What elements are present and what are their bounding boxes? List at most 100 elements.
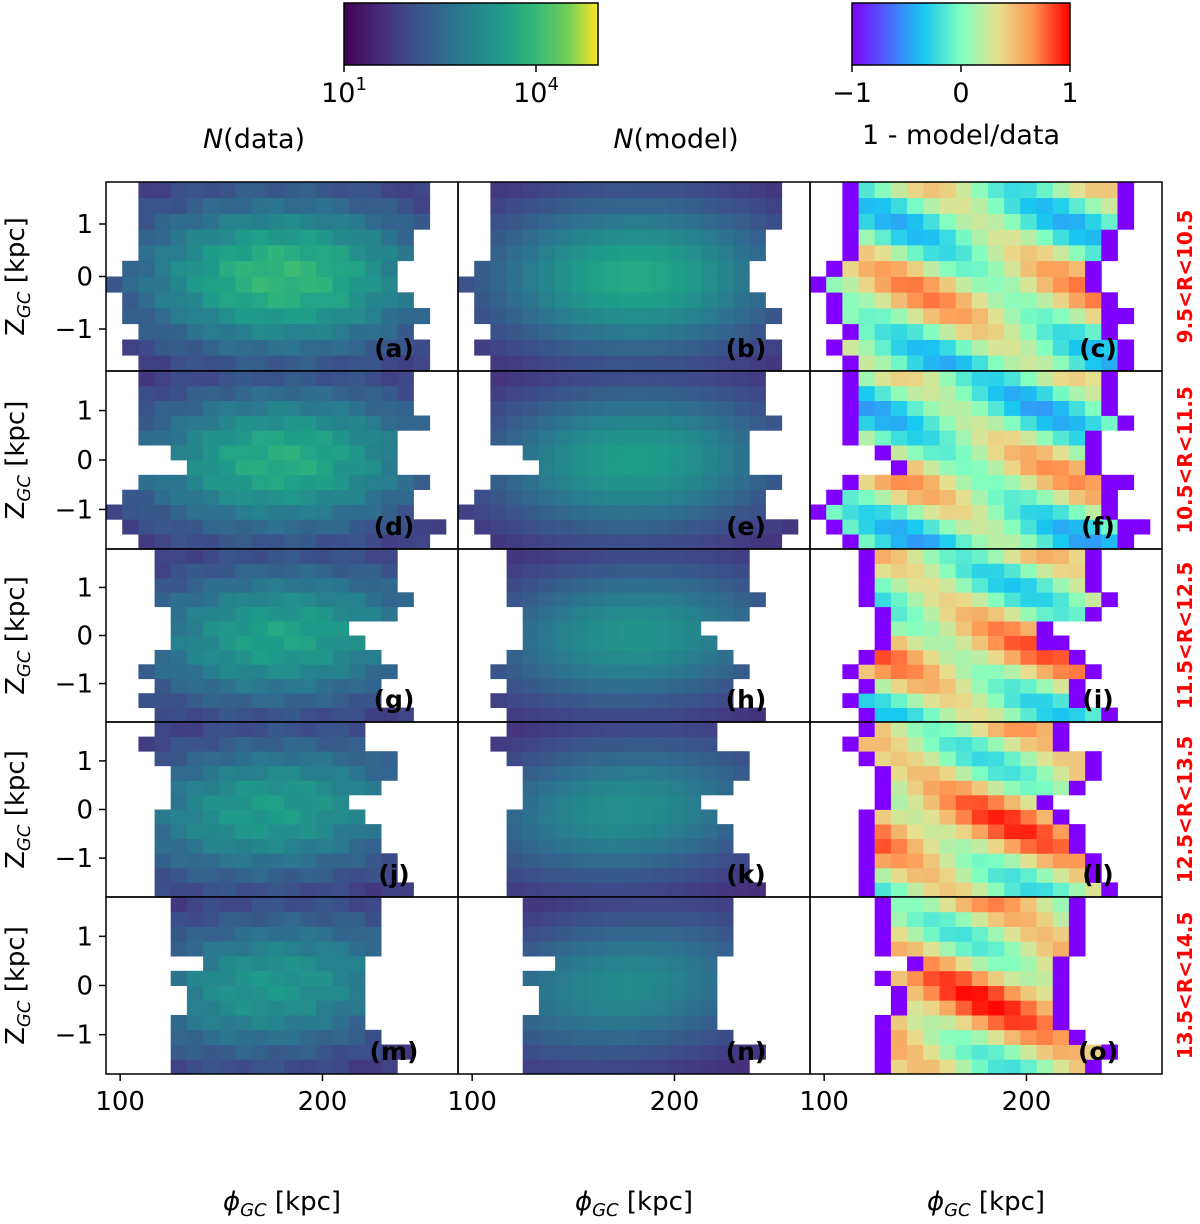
heatmap-cell [348,460,366,476]
heatmap-cell [235,323,253,340]
heatmap-cell [1068,474,1086,490]
heatmap-cell [603,489,621,505]
heatmap-cell [316,474,333,490]
heatmap-cell [251,882,269,897]
heatmap-cell [1052,751,1070,767]
heatmap-cell [138,182,155,199]
heatmap-cell [874,867,892,883]
heatmap-cell [538,751,556,767]
heatmap-cell [219,245,236,262]
heatmap-cell [219,1000,236,1016]
heatmap-cell [1004,664,1021,680]
panel-label: (b) [726,334,767,363]
heatmap-cell [652,323,669,340]
heatmap-cell [636,1015,653,1031]
heatmap-cell [890,1044,908,1060]
heatmap-cell [1020,1059,1037,1074]
heatmap-cell [652,400,669,416]
heatmap-cell [874,693,892,708]
heatmap-cell [955,621,973,636]
heatmap-cell [267,780,285,796]
heatmap-cell [364,355,382,371]
heatmap-cell [300,635,317,651]
heatmap-cell [348,970,366,986]
heatmap-cell [506,292,524,309]
heatmap-cell [284,765,301,781]
heatmap-cell [587,824,605,840]
heatmap-cell [636,824,653,840]
heatmap-cell [316,245,333,262]
heatmap-cell [458,276,475,293]
heatmap-cell [571,606,588,622]
heatmap-cell [138,504,155,520]
heatmap-cell [1068,292,1086,309]
heatmap-cell [636,371,653,387]
heatmap-cell [1052,415,1070,431]
heatmap-cell [890,693,908,708]
heatmap-cell [636,592,653,608]
heatmap-cell [907,693,924,708]
heatmap-cell [522,693,540,708]
heatmap-cell [555,809,572,825]
heatmap-cell [251,621,269,636]
heatmap-cell [332,838,350,854]
heatmap-cell [364,867,382,883]
panel-frame [809,896,1163,1075]
heatmap-cell [170,474,188,490]
heatmap-cell [332,489,350,505]
heatmap-cell [235,853,253,869]
heatmap-cell [348,400,366,416]
heatmap-cell [490,308,507,325]
heatmap-cell [316,911,333,927]
heatmap-cell [474,276,491,293]
heatmap-cell [316,323,333,340]
heatmap-cell [652,794,669,810]
heatmap-cell [219,794,236,810]
heatmap-cell [571,445,588,461]
heatmap-cell [381,867,398,883]
heatmap-cell [490,385,507,401]
heatmap-cell [219,260,236,277]
heatmap-cell [907,592,924,608]
heatmap-cell [587,707,605,722]
heatmap-cell [538,722,556,737]
heatmap-cell [251,445,269,461]
heatmap-cell [348,809,366,825]
heatmap-cell [203,1059,220,1074]
heatmap-cell [267,197,285,214]
heatmap-cell [251,867,269,883]
heatmap-cell [874,445,892,461]
heatmap-cell [636,276,653,293]
heatmap-cell [923,197,940,214]
heatmap-cell [300,197,317,214]
heatmap-cell [170,549,188,564]
heatmap-cell [1020,276,1037,293]
heatmap-cell [907,549,924,564]
heatmap-cell [1068,867,1086,883]
heatmap-cell [619,1000,637,1016]
heatmap-cell [316,355,333,371]
heatmap-cell [490,664,507,680]
heatmap-cell [522,292,540,309]
heatmap-cell [381,323,398,340]
heatmap-cell [203,664,220,680]
heatmap-cell [700,809,718,825]
heatmap-cell [749,415,766,431]
heatmap-cell [955,809,973,825]
heatmap-cell [700,577,718,593]
heatmap-cell [700,765,718,781]
heatmap-cell [1004,308,1021,325]
heatmap-cell [364,707,382,722]
heatmap-cell [235,635,253,651]
heatmap-cell [138,355,155,371]
heatmap-cell [923,534,940,549]
heatmap-cell [733,460,750,476]
heatmap-cell [186,245,204,262]
heatmap-cell [955,649,973,665]
heatmap-cell [988,956,1005,972]
heatmap-cell [235,445,253,461]
heatmap-cell [923,765,940,781]
heatmap-cell [170,736,188,752]
heatmap-cell [219,678,236,694]
heatmap-cell [684,430,702,446]
